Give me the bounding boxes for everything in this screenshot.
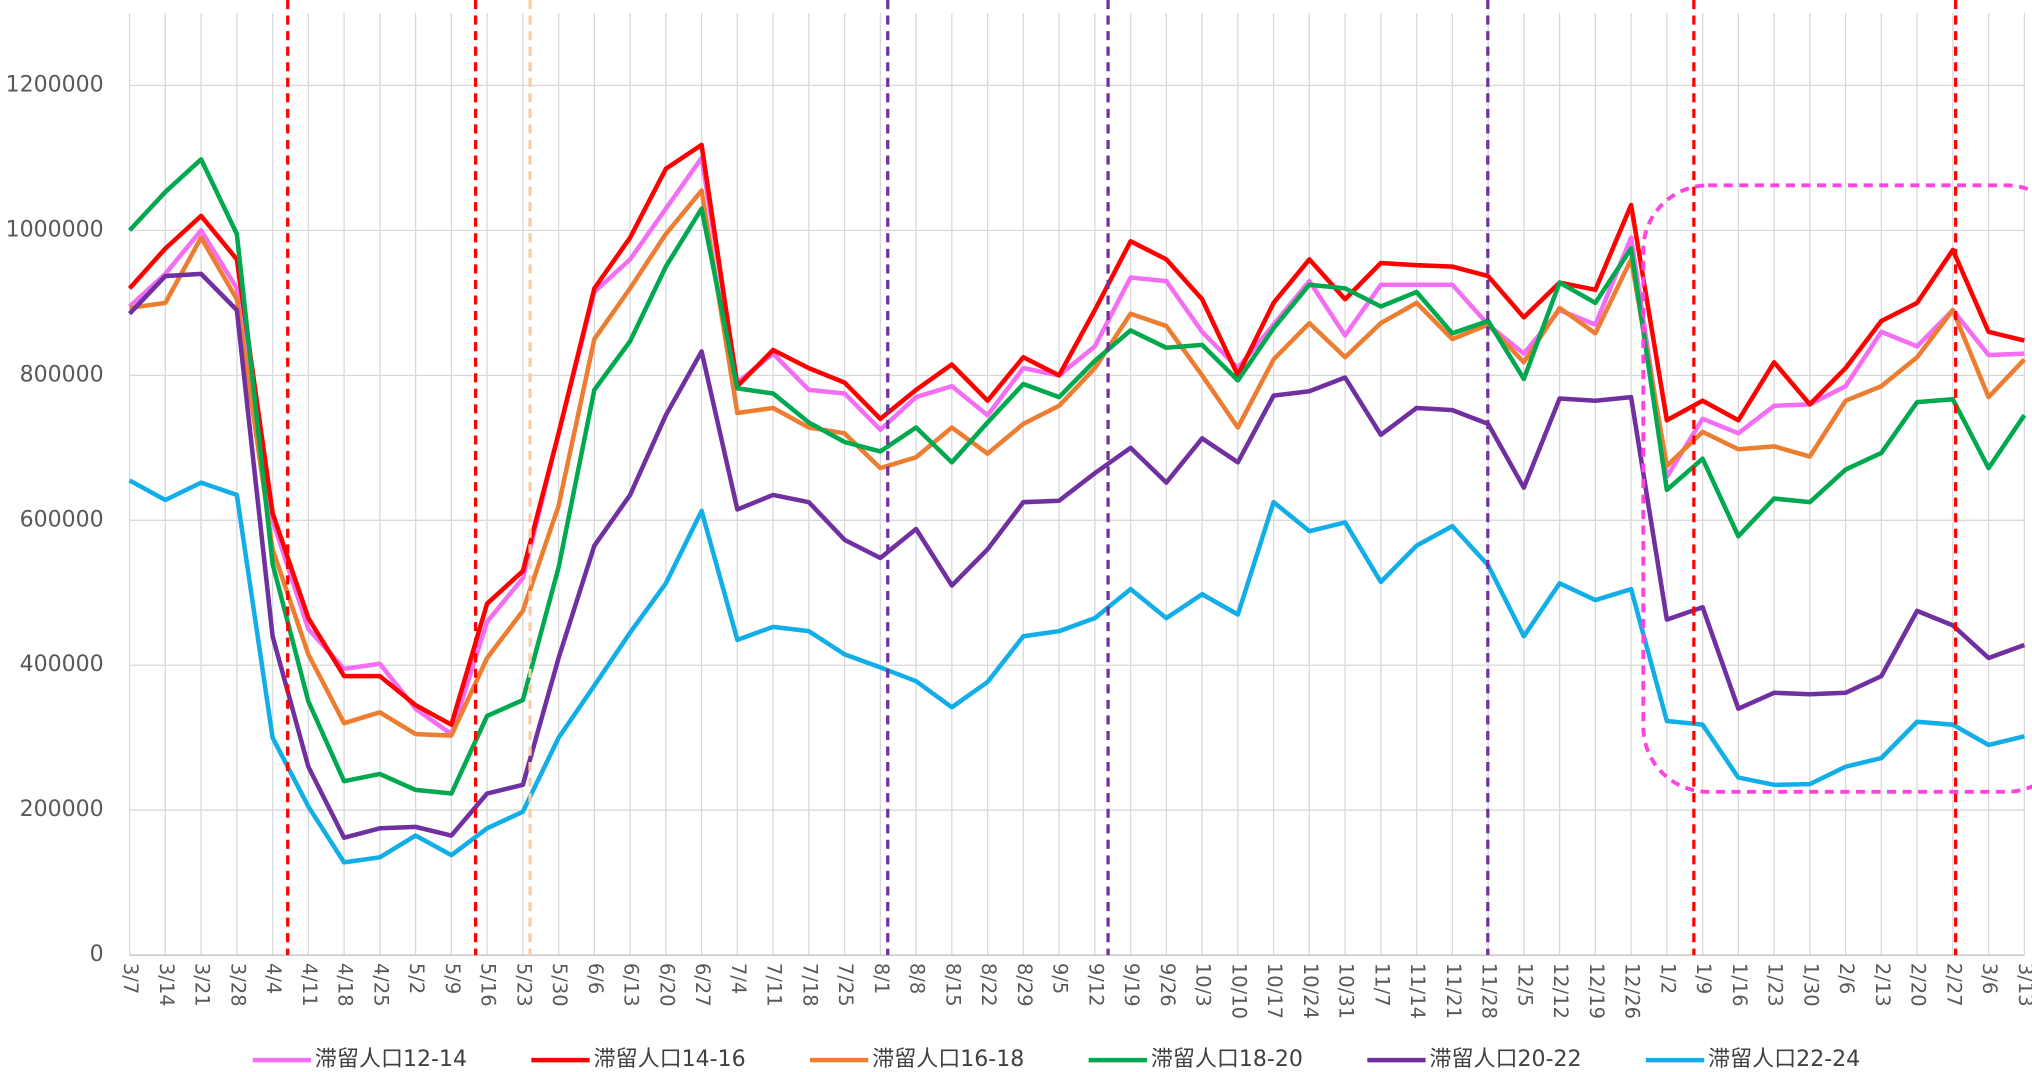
y-tick-label: 600000: [20, 507, 104, 532]
x-tick-label: 8/22: [977, 963, 1000, 1007]
y-tick-label: 1200000: [6, 72, 104, 97]
y-tick-label: 400000: [20, 652, 104, 677]
x-tick-label: 1/2: [1656, 963, 1679, 994]
x-tick-label: 6/6: [584, 963, 607, 994]
x-tick-label: 7/4: [727, 963, 750, 994]
x-tick-label: 6/13: [620, 963, 643, 1007]
x-tick-label: 10/17: [1263, 963, 1286, 1019]
series-lines: [127, 142, 2027, 865]
series-line: [128, 478, 2025, 865]
x-tick-label: 8/29: [1013, 963, 1036, 1007]
series-line: [128, 155, 2025, 737]
series-line: [127, 142, 2025, 727]
series-line: [129, 188, 2026, 738]
x-tick-label: 5/9: [441, 963, 464, 994]
y-tick-label: 800000: [20, 362, 104, 387]
x-tick-label: 7/11: [763, 963, 786, 1007]
x-tick-label: 8/1: [870, 963, 893, 994]
x-tick-label: 11/14: [1406, 963, 1429, 1019]
legend-label: 滞留人口18-20: [1151, 1047, 1303, 1072]
x-tick-label: 3/14: [155, 963, 178, 1007]
x-tick-label: 8/8: [906, 963, 929, 994]
series-line: [127, 157, 2027, 796]
x-tick-label: 11/28: [1478, 963, 1501, 1019]
x-tick-label: 1/16: [1728, 963, 1751, 1007]
x-tick-label: 6/27: [691, 963, 714, 1007]
x-tick-label: 5/16: [477, 963, 500, 1007]
x-tick-label: 4/25: [369, 963, 392, 1007]
x-tick-label: 10/3: [1192, 963, 1215, 1007]
y-tick-label: 0: [90, 942, 104, 967]
x-tick-label: 7/25: [834, 963, 857, 1007]
x-tick-label: 5/30: [548, 963, 571, 1007]
legend-label: 滞留人口16-18: [872, 1047, 1024, 1072]
x-tick-label: 10/24: [1299, 963, 1322, 1019]
legend-label: 滞留人口12-14: [315, 1047, 467, 1072]
plot-area: 3/7 3/14 3/21 3/28 4/4 4/11 4/18 4/25 5/2 5/9 5/16…: [6, 0, 2032, 1072]
x-tick-label: 4/18: [334, 963, 357, 1007]
x-tick-label: 4/11: [298, 963, 321, 1007]
y-tick-label: 1000000: [6, 217, 104, 242]
x-tick-label: 3/28: [226, 963, 249, 1007]
x-tick-label: 5/23: [512, 963, 535, 1007]
x-tick-label: 7/18: [798, 963, 821, 1007]
x-tick-label: 9/19: [1120, 963, 1143, 1007]
x-tick-label: 9/5: [1049, 963, 1072, 994]
x-tick-label: 11/21: [1442, 963, 1465, 1019]
x-tick-label: 9/26: [1156, 963, 1179, 1007]
x-tick-label: 12/19: [1585, 963, 1608, 1019]
x-tick-label: 2/20: [1907, 963, 1930, 1007]
legend-label: 滞留人口14-16: [594, 1047, 746, 1072]
x-tick-label: 9/12: [1084, 963, 1107, 1007]
x-tick-label: 3/6: [1978, 963, 2001, 994]
annotations: [286, 0, 2032, 956]
x-tick-label: 12/12: [1549, 963, 1572, 1019]
x-tick-label: 10/10: [1227, 963, 1250, 1019]
x-tick-label: 8/15: [941, 963, 964, 1007]
x-tick-label: 2/13: [1871, 963, 1894, 1007]
x-tick-label: 3/13: [2014, 963, 2032, 1007]
x-tick-label: 4/4: [262, 963, 285, 994]
x-tick-label: 2/27: [1942, 963, 1965, 1007]
x-tick-label: 1/30: [1799, 963, 1822, 1007]
x-tick-label: 12/26: [1621, 963, 1644, 1019]
legend-label: 滞留人口20-22: [1429, 1047, 1581, 1072]
x-tick-label: 3/7: [119, 963, 142, 994]
grid: [128, 12, 2026, 956]
y-tick-label: 200000: [20, 797, 104, 822]
legend-label: 滞留人口22-24: [1708, 1047, 1860, 1072]
x-tick-label: 1/23: [1764, 963, 1787, 1007]
x-tick-label: 3/21: [191, 963, 214, 1007]
x-tick-label: 1/9: [1692, 963, 1715, 994]
series-line: [127, 271, 2026, 841]
x-tick-label: 10/31: [1335, 963, 1358, 1019]
x-tick-label: 12/5: [1513, 963, 1536, 1007]
x-tick-label: 2/6: [1835, 963, 1858, 994]
x-tick-label: 6/20: [655, 963, 678, 1007]
x-tick-label: 11/7: [1370, 963, 1393, 1007]
x-tick-label: 5/2: [405, 963, 428, 994]
highlight-box: [1641, 183, 2032, 794]
